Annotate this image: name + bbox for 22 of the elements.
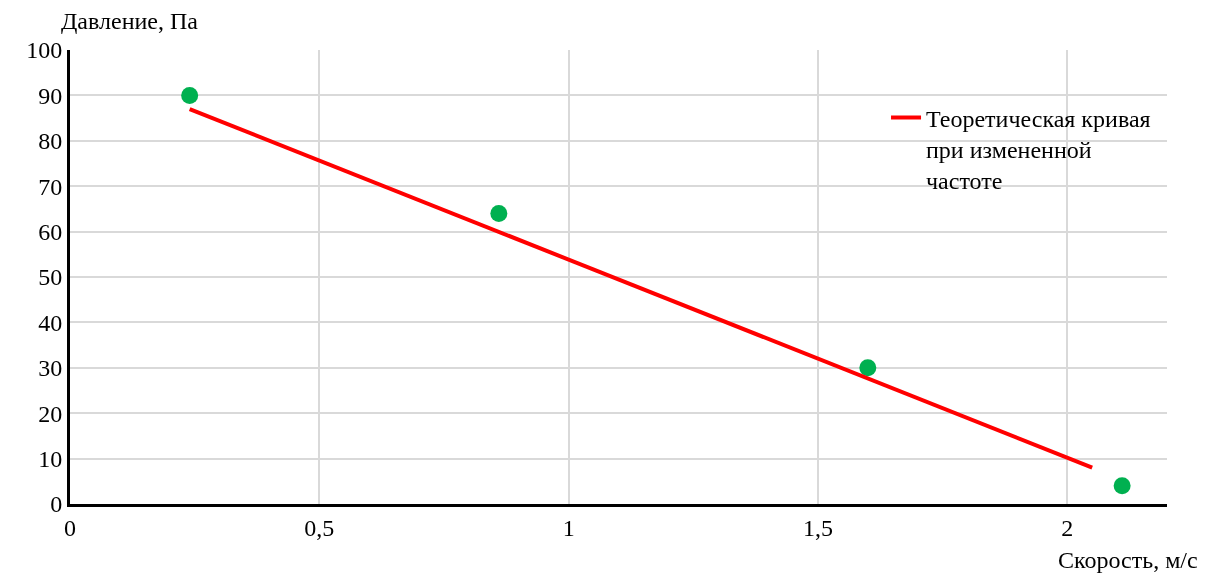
x-tick-label: 1 [562, 514, 575, 541]
y-tick-label: 20 [38, 400, 63, 427]
y-tick-label: 80 [38, 128, 63, 155]
y-tick-label: 100 [26, 37, 63, 64]
point [859, 359, 877, 377]
y-tick-label: 10 [38, 446, 63, 472]
x-axis-title: Скорость, м/с [1058, 547, 1198, 573]
x-tick-label: 1,5 [802, 514, 833, 541]
y-tick-label: 30 [38, 355, 63, 382]
y-tick-label: 40 [38, 309, 63, 336]
y-tick-label: 70 [38, 173, 63, 200]
point [181, 86, 199, 104]
x-tick-label: 2 [1061, 514, 1074, 541]
y-tick-label: 60 [38, 219, 63, 245]
x-tick-label: 0,5 [304, 514, 335, 541]
y-tick-label: 90 [38, 82, 63, 109]
y-axis-title: Давление, Па [61, 8, 199, 34]
point [1113, 477, 1131, 495]
y-tick-label: 0 [50, 491, 63, 518]
point [490, 204, 508, 222]
legend-label: Теоретическая кривая при измененной частоте [926, 105, 1151, 195]
y-tick-label: 50 [38, 264, 63, 291]
